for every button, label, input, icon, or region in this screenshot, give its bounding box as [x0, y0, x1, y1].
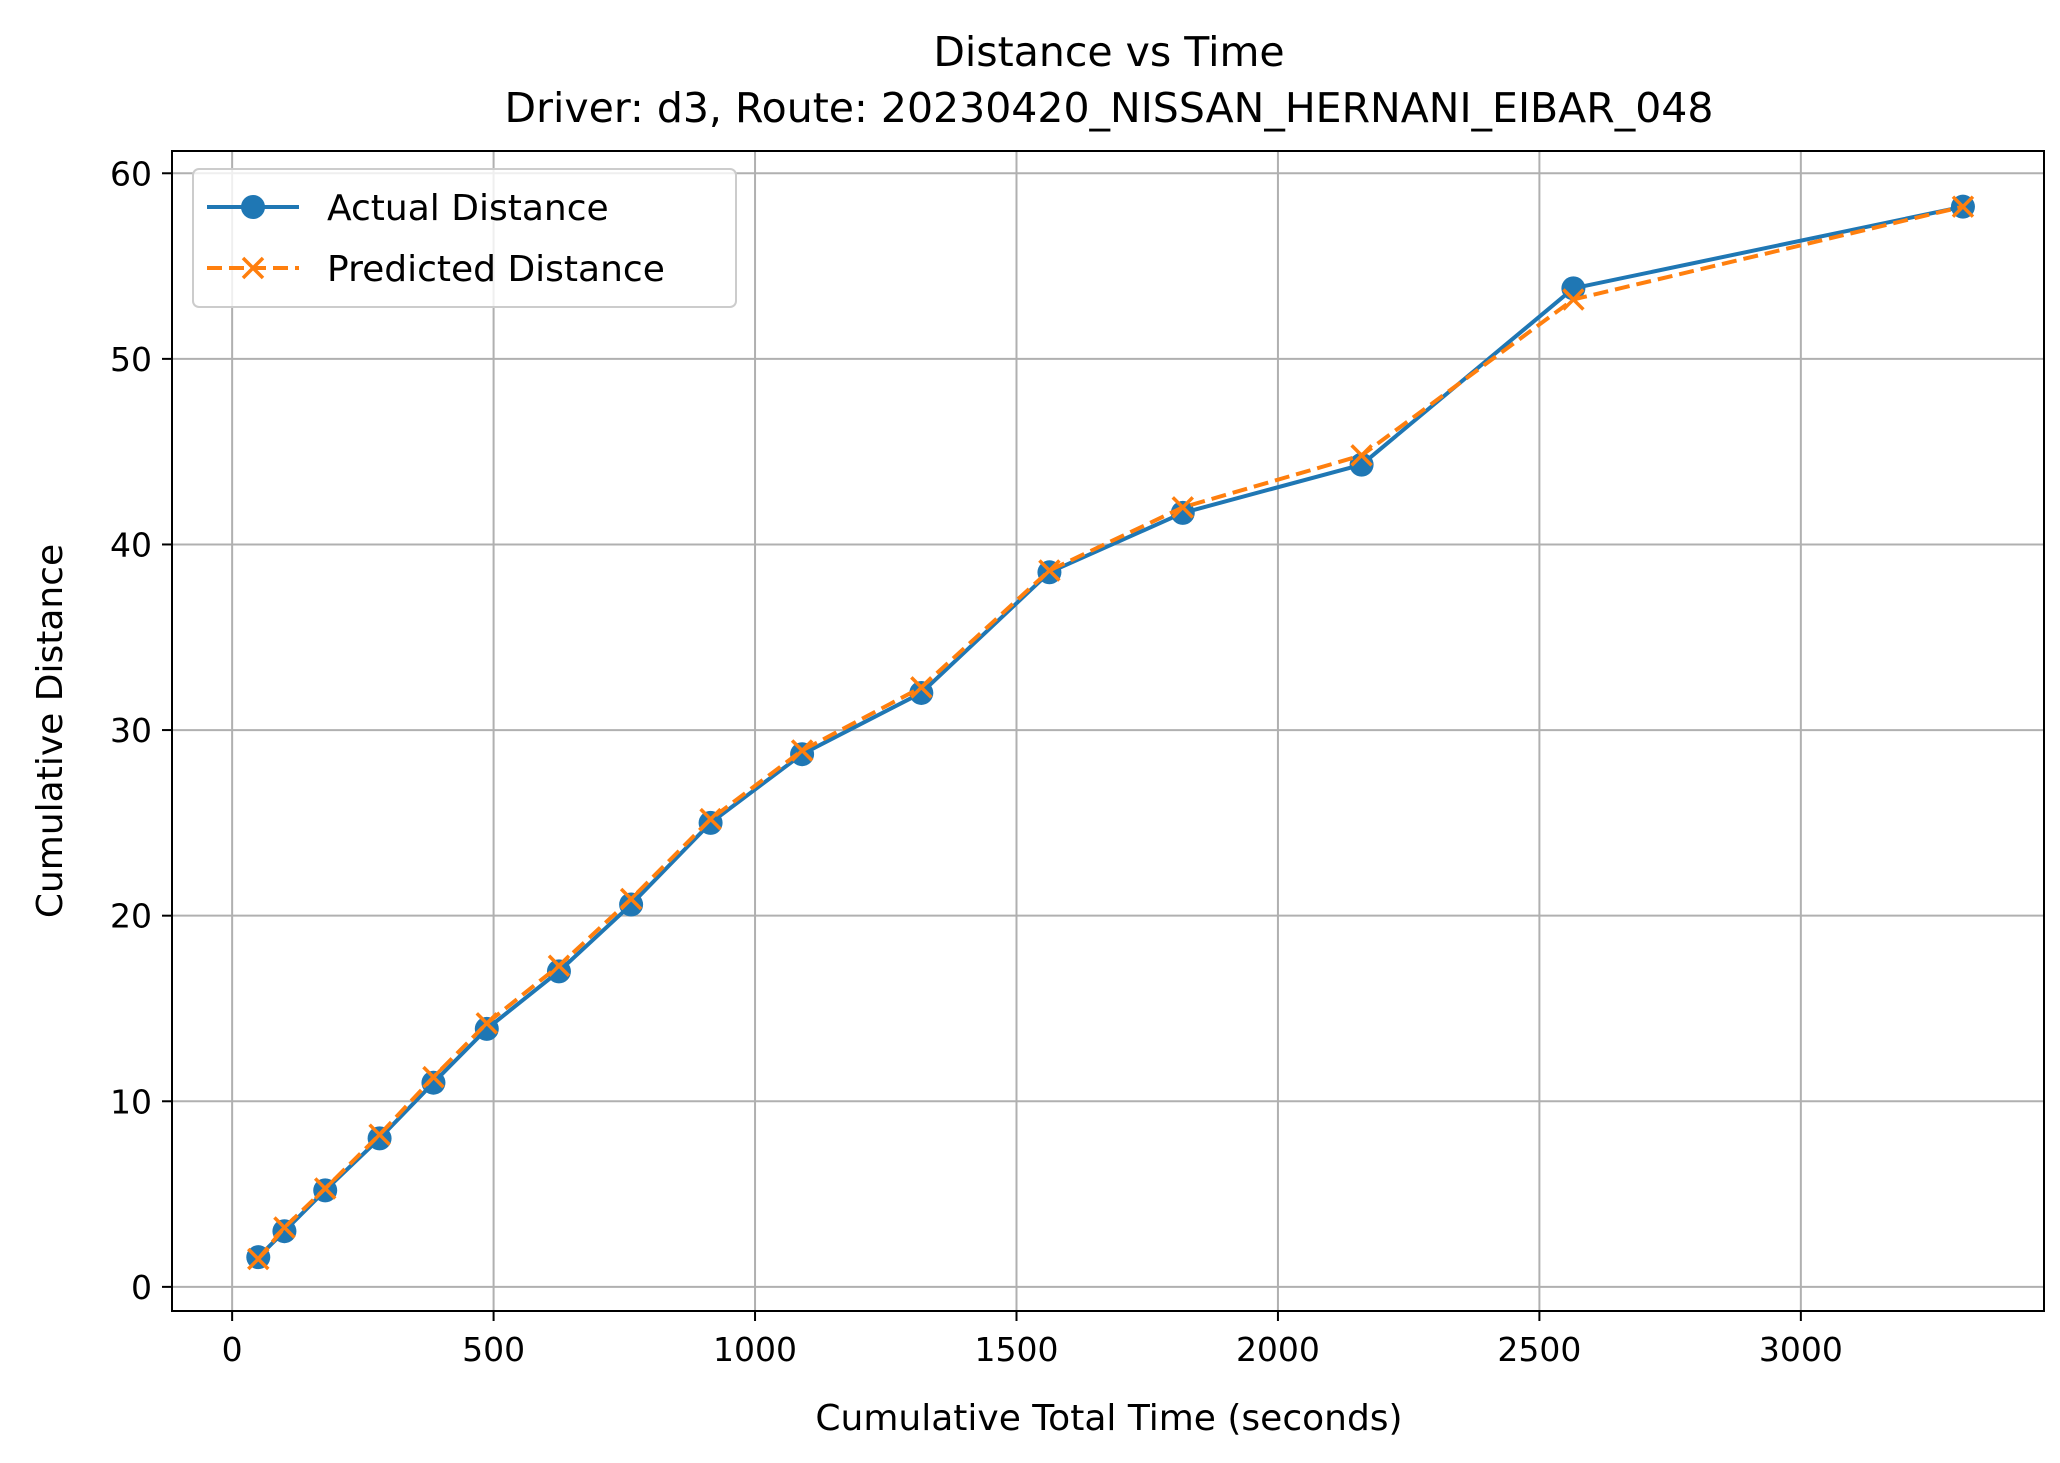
data-point — [790, 739, 814, 762]
series-line — [256, 204, 1964, 1259]
data-point — [367, 1126, 392, 1151]
y-tick-label: 50 — [110, 340, 152, 379]
x-tick-label: 0 — [222, 1330, 243, 1369]
series-predicted — [247, 195, 1975, 1271]
chart-title: Distance vs Time — [933, 28, 1284, 76]
data-point — [313, 1177, 337, 1200]
x-tick-label: 500 — [462, 1330, 525, 1369]
data-point — [421, 1070, 446, 1095]
legend: Actual Distance Predicted Distance — [192, 168, 737, 308]
data-point — [547, 954, 571, 978]
data-point — [422, 1065, 445, 1089]
series-layer — [246, 194, 1975, 1271]
y-tick-label: 60 — [110, 154, 152, 193]
data-point — [273, 1216, 296, 1239]
x-tick-label: 1500 — [974, 1330, 1058, 1369]
x-axis-label: Cumulative Total Time (seconds) — [815, 1398, 1402, 1439]
data-point — [474, 1016, 499, 1041]
data-point — [698, 810, 723, 835]
data-point — [368, 1123, 391, 1146]
data-point — [619, 887, 643, 911]
y-tick-label: 20 — [110, 897, 152, 936]
data-point — [699, 807, 722, 831]
data-point — [546, 959, 571, 984]
series-actual — [246, 194, 1975, 1270]
legend-marker-actual — [241, 195, 265, 219]
data-point — [1951, 195, 1975, 218]
y-axis-label: Cumulative Distance — [30, 544, 71, 918]
x-tick-label: 1000 — [713, 1330, 797, 1369]
data-point — [1350, 444, 1373, 467]
legend-label-actual: Actual Distance — [327, 188, 609, 229]
data-point — [1171, 496, 1195, 519]
data-point — [475, 1012, 499, 1035]
y-tick-label: 0 — [131, 1268, 152, 1307]
y-tick-label: 40 — [110, 525, 152, 564]
legend-marker-predicted — [241, 256, 265, 280]
y-tick-label: 10 — [110, 1082, 152, 1121]
legend-box — [192, 168, 737, 308]
data-point — [1038, 559, 1061, 582]
grid — [172, 151, 2044, 1311]
legend-label-predicted: Predicted Distance — [327, 249, 665, 290]
axis-ticks: 0 500 1000 1500 2000 2500 3000 0 10 20 30 40 50 60 — [110, 154, 1843, 1369]
x-tick-label: 2500 — [1497, 1330, 1581, 1369]
chart-subtitle: Driver: d3, Route: 20230420_NISSAN_HERNA… — [505, 84, 1714, 132]
x-tick-label: 2000 — [1236, 1330, 1320, 1369]
plot-frame — [171, 150, 2045, 1312]
data-point — [619, 892, 644, 917]
data-point — [1349, 452, 1374, 477]
data-point — [1562, 288, 1585, 311]
data-point — [247, 1247, 270, 1271]
series-line — [256, 204, 1964, 1261]
x-tick-label: 3000 — [1759, 1330, 1843, 1369]
data-point — [910, 676, 933, 699]
data-point — [909, 680, 934, 705]
y-tick-label: 30 — [110, 711, 152, 750]
data-point — [1170, 500, 1195, 525]
